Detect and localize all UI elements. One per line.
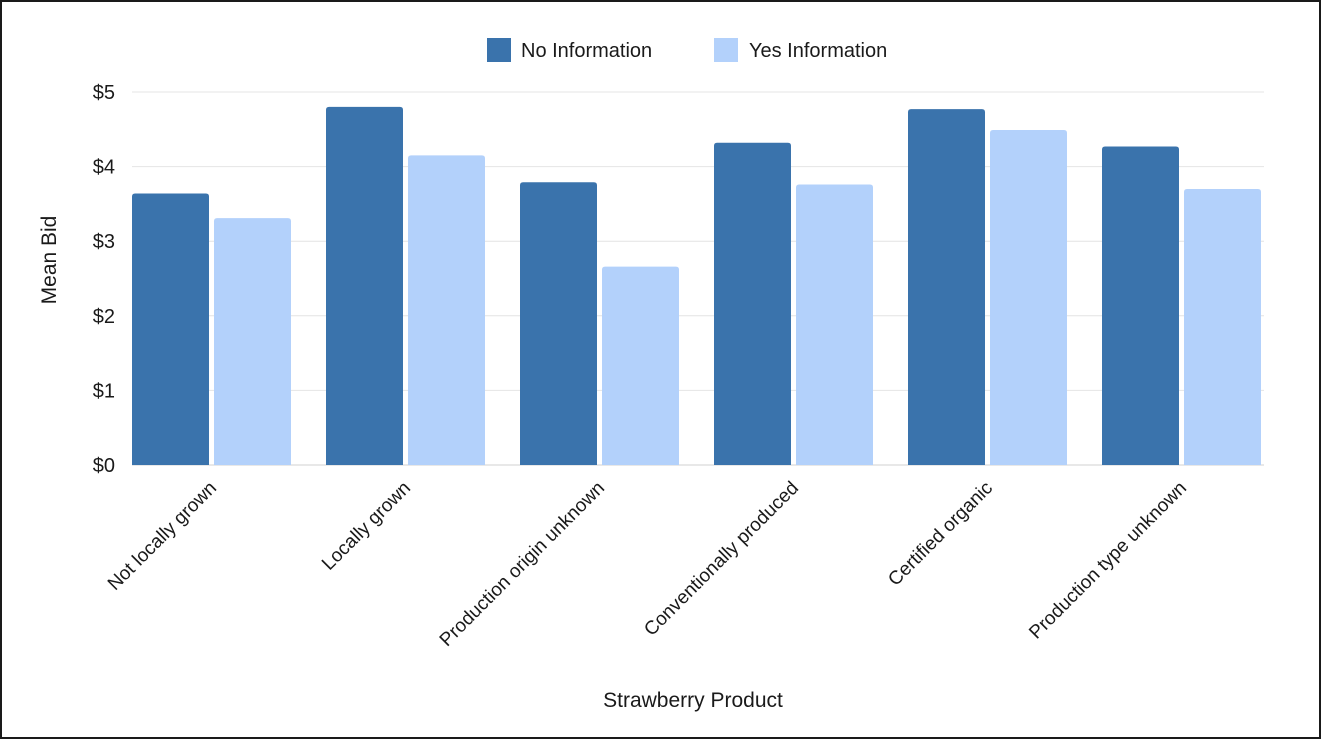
x-tick-label: Production origin unknown xyxy=(436,478,609,651)
bar-yes-information-locally-grown xyxy=(408,155,485,465)
legend-swatch-yes-information xyxy=(714,38,738,62)
x-tick-label: Locally grown xyxy=(318,478,415,575)
legend-swatch-no-information xyxy=(487,38,511,62)
bar-no-information-conventionally-produced xyxy=(714,142,791,465)
x-tick-label: Not locally grown xyxy=(104,478,221,595)
y-tick-label: $2 xyxy=(93,306,115,328)
legend: No Information Yes Information xyxy=(487,38,887,62)
bar-yes-information-certified-organic xyxy=(990,130,1067,465)
x-tick-label: Production type unknown xyxy=(1025,478,1191,644)
y-tick-label: $1 xyxy=(93,380,115,402)
x-axis-title: Strawberry Product xyxy=(603,689,783,712)
bar-yes-information-production-type-unknown xyxy=(1184,188,1261,466)
bar-yes-information-production-origin-unknown xyxy=(602,266,679,465)
bar-no-information-not-locally-grown xyxy=(132,193,209,465)
x-tick-label: Conventionally produced xyxy=(640,478,803,641)
x-tick-label: Certified organic xyxy=(884,478,997,591)
bar-yes-information-not-locally-grown xyxy=(214,218,291,465)
legend-label-yes-information: Yes Information xyxy=(749,40,887,62)
legend-label-no-information: No Information xyxy=(521,40,652,62)
gridlines xyxy=(132,91,1264,466)
bar-no-information-certified-organic xyxy=(908,109,985,466)
y-tick-label: $3 xyxy=(93,231,115,253)
bar-no-information-production-type-unknown xyxy=(1102,146,1179,465)
y-axis-title: Mean Bid xyxy=(38,216,61,305)
y-tick-label: $0 xyxy=(93,455,115,477)
bar-no-information-locally-grown xyxy=(326,106,403,466)
bars xyxy=(132,106,1261,466)
x-axis-ticks: Not locally grown Locally grown Production… xyxy=(104,478,1191,651)
y-tick-label: $4 xyxy=(93,157,115,179)
y-axis-ticks: $0 $1 $2 $3 $4 $5 xyxy=(93,82,115,477)
bar-yes-information-conventionally-produced xyxy=(796,184,873,465)
y-tick-label: $5 xyxy=(93,82,115,104)
bar-no-information-production-origin-unknown xyxy=(520,182,597,466)
